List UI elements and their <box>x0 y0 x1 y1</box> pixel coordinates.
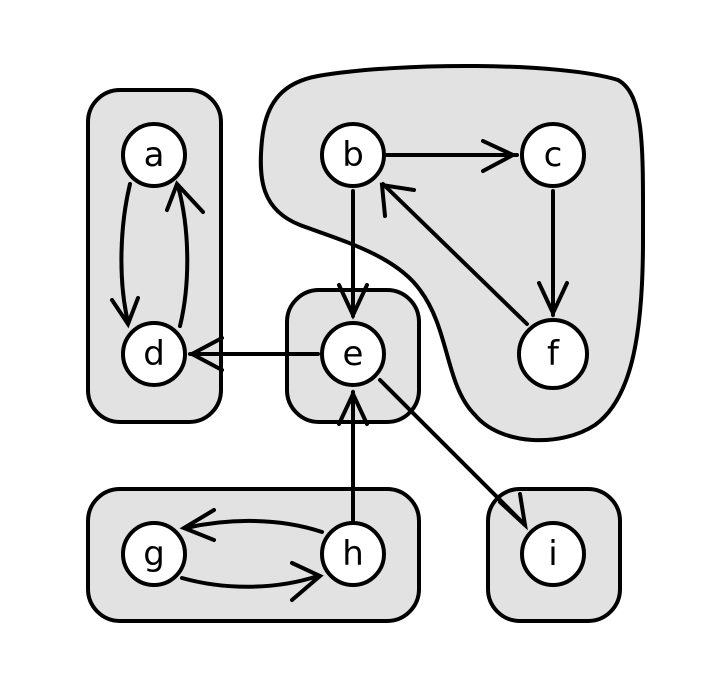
edge-e-i <box>378 378 528 531</box>
edge-g-h <box>180 561 324 602</box>
node-b: b <box>320 122 386 188</box>
node-e-label: e <box>343 334 364 374</box>
edge-d-a <box>165 180 205 328</box>
edge-a-d <box>110 182 140 329</box>
edge-h-e <box>337 389 369 522</box>
node-g-label: g <box>143 534 165 574</box>
node-g: g <box>121 521 187 587</box>
node-f: f <box>517 318 589 390</box>
node-h: h <box>320 521 386 587</box>
edge-e-d <box>187 336 320 372</box>
node-d-label: d <box>143 334 165 374</box>
node-a-label: a <box>144 135 165 175</box>
node-i-label: i <box>548 534 557 574</box>
edge-h-g <box>179 508 324 542</box>
edge-b-e <box>337 189 369 320</box>
node-e: e <box>320 321 386 387</box>
node-i: i <box>520 521 586 587</box>
edge-b-c <box>385 139 519 173</box>
node-b-label: b <box>342 135 364 175</box>
edge-c-f <box>537 189 569 318</box>
group-ad <box>86 88 223 424</box>
node-f-label: f <box>547 334 560 374</box>
node-d: d <box>121 321 187 387</box>
edge-f-b <box>379 182 529 326</box>
edges <box>110 139 569 602</box>
group-gh <box>86 487 421 623</box>
node-h-label: h <box>342 534 364 574</box>
node-a: a <box>121 122 187 188</box>
node-c: c <box>520 122 586 188</box>
node-c-label: c <box>544 135 563 175</box>
nodes: a b c d e f g h <box>121 122 589 587</box>
